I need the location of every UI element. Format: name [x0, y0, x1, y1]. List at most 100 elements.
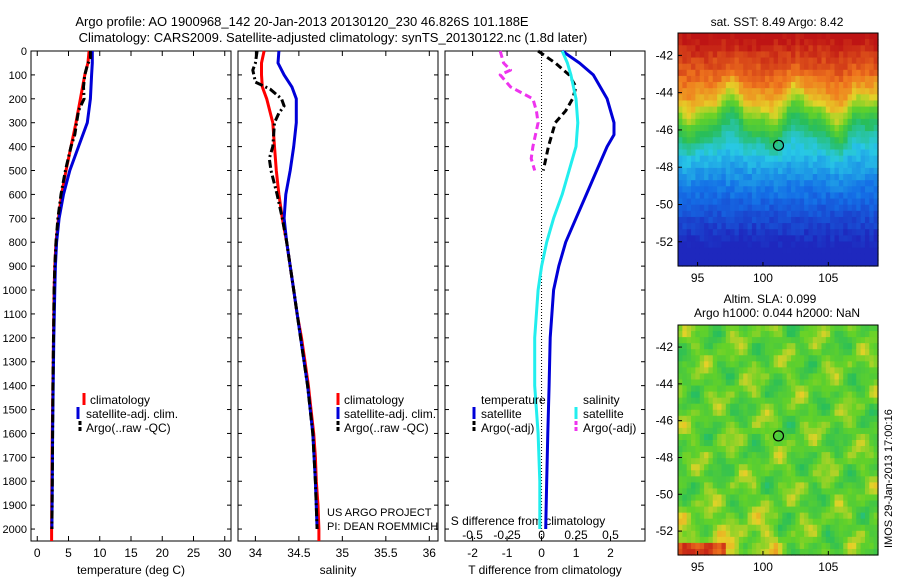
sst-cell [791, 198, 796, 206]
sla-cell [725, 476, 731, 483]
sla-cell [747, 391, 753, 399]
sla-cell [838, 391, 844, 399]
sla-cell [725, 409, 731, 417]
sla-cell [678, 391, 683, 399]
sla-cell [860, 433, 866, 441]
sst-cell [791, 124, 796, 132]
sla-cell [751, 482, 757, 490]
sla-cell [817, 518, 823, 526]
sla-cell [825, 349, 831, 356]
sla-cell [804, 349, 810, 356]
sla-cell [851, 500, 857, 508]
sla-lat-label: -44 [656, 377, 674, 391]
sst-cell [704, 247, 710, 255]
sst-cell [764, 33, 770, 40]
sla-cell [699, 373, 705, 381]
sst-cell [847, 253, 853, 261]
sla-cell [821, 536, 827, 544]
sst-cell [730, 69, 736, 77]
sst-cell [834, 88, 840, 95]
sla-cell [825, 530, 831, 538]
sla-cell [760, 458, 766, 465]
sla-cell [821, 440, 827, 447]
sla-cell [751, 476, 757, 483]
sla-cell [717, 325, 723, 332]
sst-cell [856, 210, 862, 218]
sla-cell [795, 500, 801, 508]
sla-cell [747, 355, 753, 362]
sla-cell [864, 494, 870, 502]
sla-cell [834, 421, 840, 429]
sla-cell [808, 524, 814, 532]
sst-cell [804, 45, 810, 52]
sst-cell [708, 155, 714, 163]
sla-cell [764, 530, 770, 538]
legend-label-argo: Argo(..raw -QC) [86, 421, 171, 435]
sla-cell [699, 524, 705, 532]
sst-cell [712, 253, 718, 261]
sst-cell [717, 45, 723, 52]
sst-cell [725, 216, 731, 224]
sst-cell [743, 143, 749, 151]
sla-cell [817, 385, 823, 393]
sst-cell [730, 94, 736, 102]
sst-cell [847, 229, 853, 236]
sst-cell [834, 180, 840, 187]
sst-cell [760, 137, 766, 144]
sla-cell [699, 536, 705, 544]
sla-cell [708, 391, 714, 399]
sst-cell [717, 94, 723, 102]
sst-lon-label: 105 [818, 271, 838, 285]
sla-cell [699, 349, 705, 356]
sla-cell [764, 355, 770, 362]
sst-cell [812, 186, 818, 194]
sla-cell [864, 379, 870, 387]
sla-cell [717, 440, 723, 447]
sla-cell [808, 337, 814, 344]
sst-cell [817, 229, 823, 236]
sst-cell [786, 143, 792, 151]
sst-cell [747, 143, 753, 151]
sst-cell [747, 137, 753, 144]
sla-cell [869, 385, 875, 393]
sla-cell [756, 530, 762, 538]
sla-cell [730, 530, 736, 538]
sla-cell [699, 542, 705, 550]
sst-map-title: sat. SST: 8.49 Argo: 8.42 [711, 15, 844, 29]
sst-cell [686, 88, 692, 95]
sst-cell [778, 210, 783, 218]
sla-cell [691, 446, 696, 453]
sst-cell [691, 192, 696, 200]
sla-cell [708, 403, 714, 411]
sla-cell [738, 518, 744, 526]
sst-cell [751, 241, 757, 249]
sst-cell [721, 118, 727, 126]
sla-cell [747, 331, 753, 338]
sla-cell [721, 536, 727, 544]
sst-cell [695, 174, 701, 181]
sla-cell [738, 548, 744, 556]
sla-cell [847, 458, 853, 465]
legend-label-climatology: climatology [344, 393, 404, 407]
sla-cell [860, 331, 866, 338]
sla-cell [834, 524, 840, 532]
sla-cell [856, 476, 862, 483]
sst-cell [725, 51, 731, 59]
sla-cell [864, 337, 870, 344]
sla-cell [847, 470, 853, 477]
sst-cell [821, 247, 827, 255]
sst-cell [751, 204, 757, 212]
sla-cell [804, 482, 810, 490]
sla-cell [743, 470, 749, 477]
sst-cell [756, 223, 762, 230]
sst-cell [712, 155, 718, 163]
sst-cell [773, 204, 779, 212]
sla-cell [838, 536, 844, 544]
sla-cell [778, 524, 783, 532]
sst-cell [873, 33, 879, 40]
sla-cell [682, 548, 688, 556]
sst-cell [682, 88, 688, 95]
sst-cell [825, 118, 831, 126]
sst-cell [821, 63, 827, 71]
sst-cell [699, 57, 705, 65]
